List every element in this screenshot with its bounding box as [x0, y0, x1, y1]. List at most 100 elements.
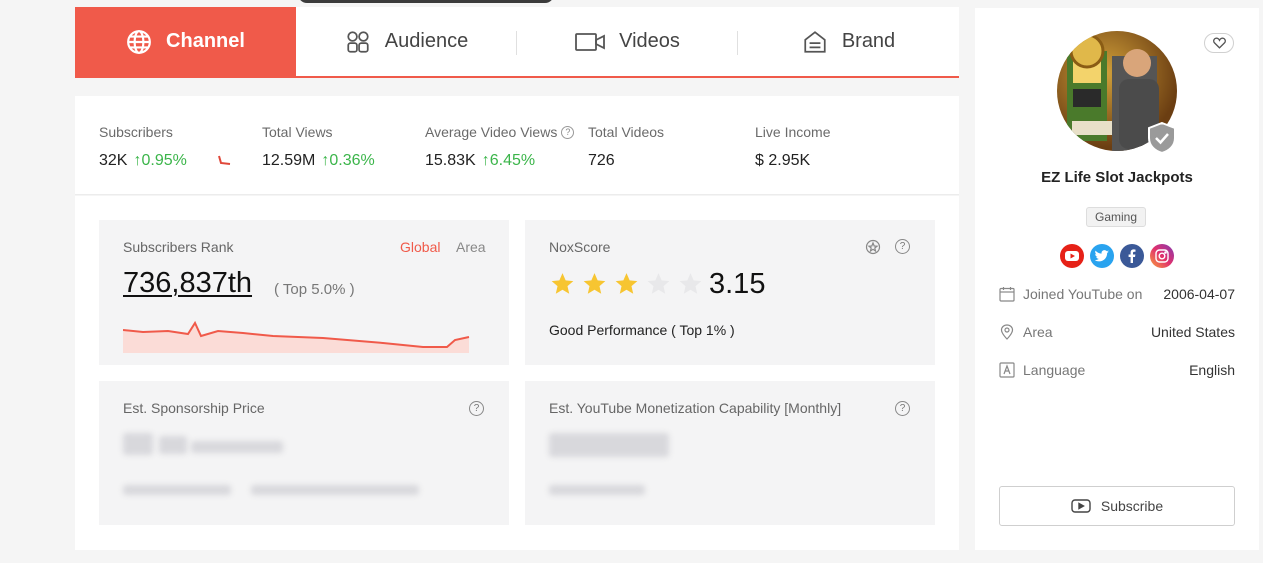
brand-icon	[804, 30, 826, 53]
social-links	[1060, 244, 1174, 268]
stat-label: Total Videos	[588, 124, 665, 140]
stat-label: Average Video Views?	[425, 123, 575, 141]
tab-label: Brand	[841, 30, 896, 52]
audience-icon	[347, 30, 369, 53]
language-row: Language English	[999, 362, 1235, 378]
card-title: Est. YouTube Monetization Capability [Mo…	[549, 400, 842, 416]
subscribers-change: ↑0.95%	[133, 152, 187, 169]
total-videos-value: 726	[588, 152, 615, 169]
channel-profile-panel: EZ Life Slot Jackpots Gaming Joined YouT…	[975, 8, 1259, 550]
avg-views-change-value: 6.45%	[489, 152, 536, 169]
verified-shield-icon	[1148, 122, 1176, 154]
subscribe-button[interactable]: Subscribe	[999, 486, 1235, 526]
location-pin-icon	[1000, 324, 1014, 340]
help-icon[interactable]: ?	[895, 401, 910, 416]
calendar-icon	[999, 287, 1015, 302]
blurred-value	[123, 433, 153, 455]
stat-value: 12.59M ↑0.36%	[262, 152, 375, 170]
tab-divider	[516, 31, 517, 55]
global-toggle[interactable]: Global	[400, 239, 441, 255]
twitter-icon[interactable]	[1090, 244, 1114, 268]
blurred-value	[191, 441, 283, 453]
instagram-icon[interactable]	[1150, 244, 1174, 268]
rating-stars	[549, 271, 704, 297]
language-value: English	[1189, 362, 1235, 378]
stat-live-income: Live Income $ 2.95K	[755, 123, 830, 170]
subscribers-change-value: 0.95%	[141, 152, 187, 169]
subscribe-label: Subscribe	[1100, 498, 1164, 514]
tab-label: Audience	[384, 30, 469, 52]
card-title: Est. Sponsorship Price	[123, 400, 265, 416]
tab-brand[interactable]: Brand	[738, 7, 959, 76]
star-icon	[615, 273, 638, 294]
help-icon[interactable]: ?	[561, 125, 575, 139]
rank-sparkline	[123, 320, 470, 353]
avg-views-value: 15.83K	[425, 152, 476, 169]
stat-subscribers: Subscribers 32K ↑0.95%	[99, 123, 231, 170]
blurred-value	[549, 485, 645, 495]
blurred-value	[159, 436, 187, 454]
favorite-button[interactable]	[1204, 33, 1234, 53]
help-icon[interactable]: ?	[895, 239, 910, 254]
tab-label: Videos	[619, 30, 680, 52]
category-tag[interactable]: Gaming	[1086, 207, 1147, 227]
blurred-value	[251, 485, 419, 495]
star-badge-icon[interactable]	[865, 239, 881, 255]
performance-text: Good Performance ( Top 1% )	[549, 322, 735, 338]
star-icon	[647, 273, 670, 294]
language-icon	[999, 362, 1015, 378]
stat-average-views: Average Video Views? 15.83K ↑6.45%	[425, 123, 575, 170]
noxscore-card: NoxScore ? 3.15 Good Performance ( Top 1…	[525, 220, 935, 365]
sponsorship-price-card: Est. Sponsorship Price ?	[99, 381, 509, 525]
avg-views-label: Average Video Views	[425, 124, 558, 140]
area-value: United States	[1150, 324, 1235, 340]
stat-total-videos: Total Videos 726	[588, 123, 664, 170]
language-label: Language	[1023, 362, 1086, 378]
trend-down-icon[interactable]	[217, 155, 231, 167]
stat-value: 15.83K ↑6.45%	[425, 152, 574, 170]
rank-top-percent: ( Top 5.0% )	[274, 281, 355, 298]
tab-channel[interactable]: Channel	[75, 7, 296, 76]
star-icon	[551, 273, 574, 294]
stat-label: Total Views	[262, 124, 333, 140]
tab-divider	[737, 31, 738, 55]
total-views-change-value: 0.36%	[329, 152, 375, 169]
facebook-icon[interactable]	[1120, 244, 1144, 268]
card-title: NoxScore	[549, 239, 611, 255]
channel-overview: Subscribers Rank Global Area 736,837th (…	[75, 196, 959, 550]
video-camera-icon	[575, 32, 605, 51]
area-label: Area	[1023, 324, 1053, 340]
avg-views-change: ↑6.45%	[481, 152, 536, 169]
top-tooltip-edge	[298, 0, 554, 3]
star-icon	[583, 273, 606, 294]
youtube-icon[interactable]	[1060, 244, 1084, 268]
stat-label: Live Income	[755, 124, 831, 140]
joined-row: Joined YouTube on 2006-04-07	[999, 286, 1235, 302]
joined-label: Joined YouTube on	[1023, 286, 1143, 302]
stat-label: Subscribers	[99, 124, 173, 140]
subscribers-rank-card: Subscribers Rank Global Area 736,837th (…	[99, 220, 509, 365]
tab-videos[interactable]: Videos	[517, 7, 738, 76]
stats-row: Subscribers 32K ↑0.95% Total Views 12.59…	[75, 96, 959, 195]
live-income-value: $ 2.95K	[755, 152, 811, 169]
noxscore-value: 3.15	[709, 268, 766, 300]
total-views-value: 12.59M	[262, 152, 316, 169]
blurred-value	[549, 433, 669, 457]
star-icon	[679, 273, 702, 294]
area-toggle[interactable]: Area	[456, 239, 486, 255]
heart-icon	[1212, 37, 1226, 49]
stat-value: 32K ↑0.95%	[99, 152, 231, 170]
tab-label: Channel	[166, 30, 245, 52]
stat-total-views: Total Views 12.59M ↑0.36%	[262, 123, 375, 170]
tab-audience[interactable]: Audience	[296, 7, 517, 76]
joined-value: 2006-04-07	[1163, 286, 1235, 302]
help-icon[interactable]: ?	[469, 401, 484, 416]
globe-icon	[127, 29, 151, 54]
rank-value[interactable]: 736,837th	[123, 267, 253, 299]
channel-name: EZ Life Slot Jackpots	[1041, 169, 1193, 186]
subscribers-value: 32K	[99, 152, 128, 169]
total-views-change: ↑0.36%	[321, 152, 375, 169]
card-title: Subscribers Rank	[123, 239, 234, 255]
section-tabs: Channel Audience Videos Brand	[75, 7, 959, 78]
blurred-value	[123, 485, 231, 495]
